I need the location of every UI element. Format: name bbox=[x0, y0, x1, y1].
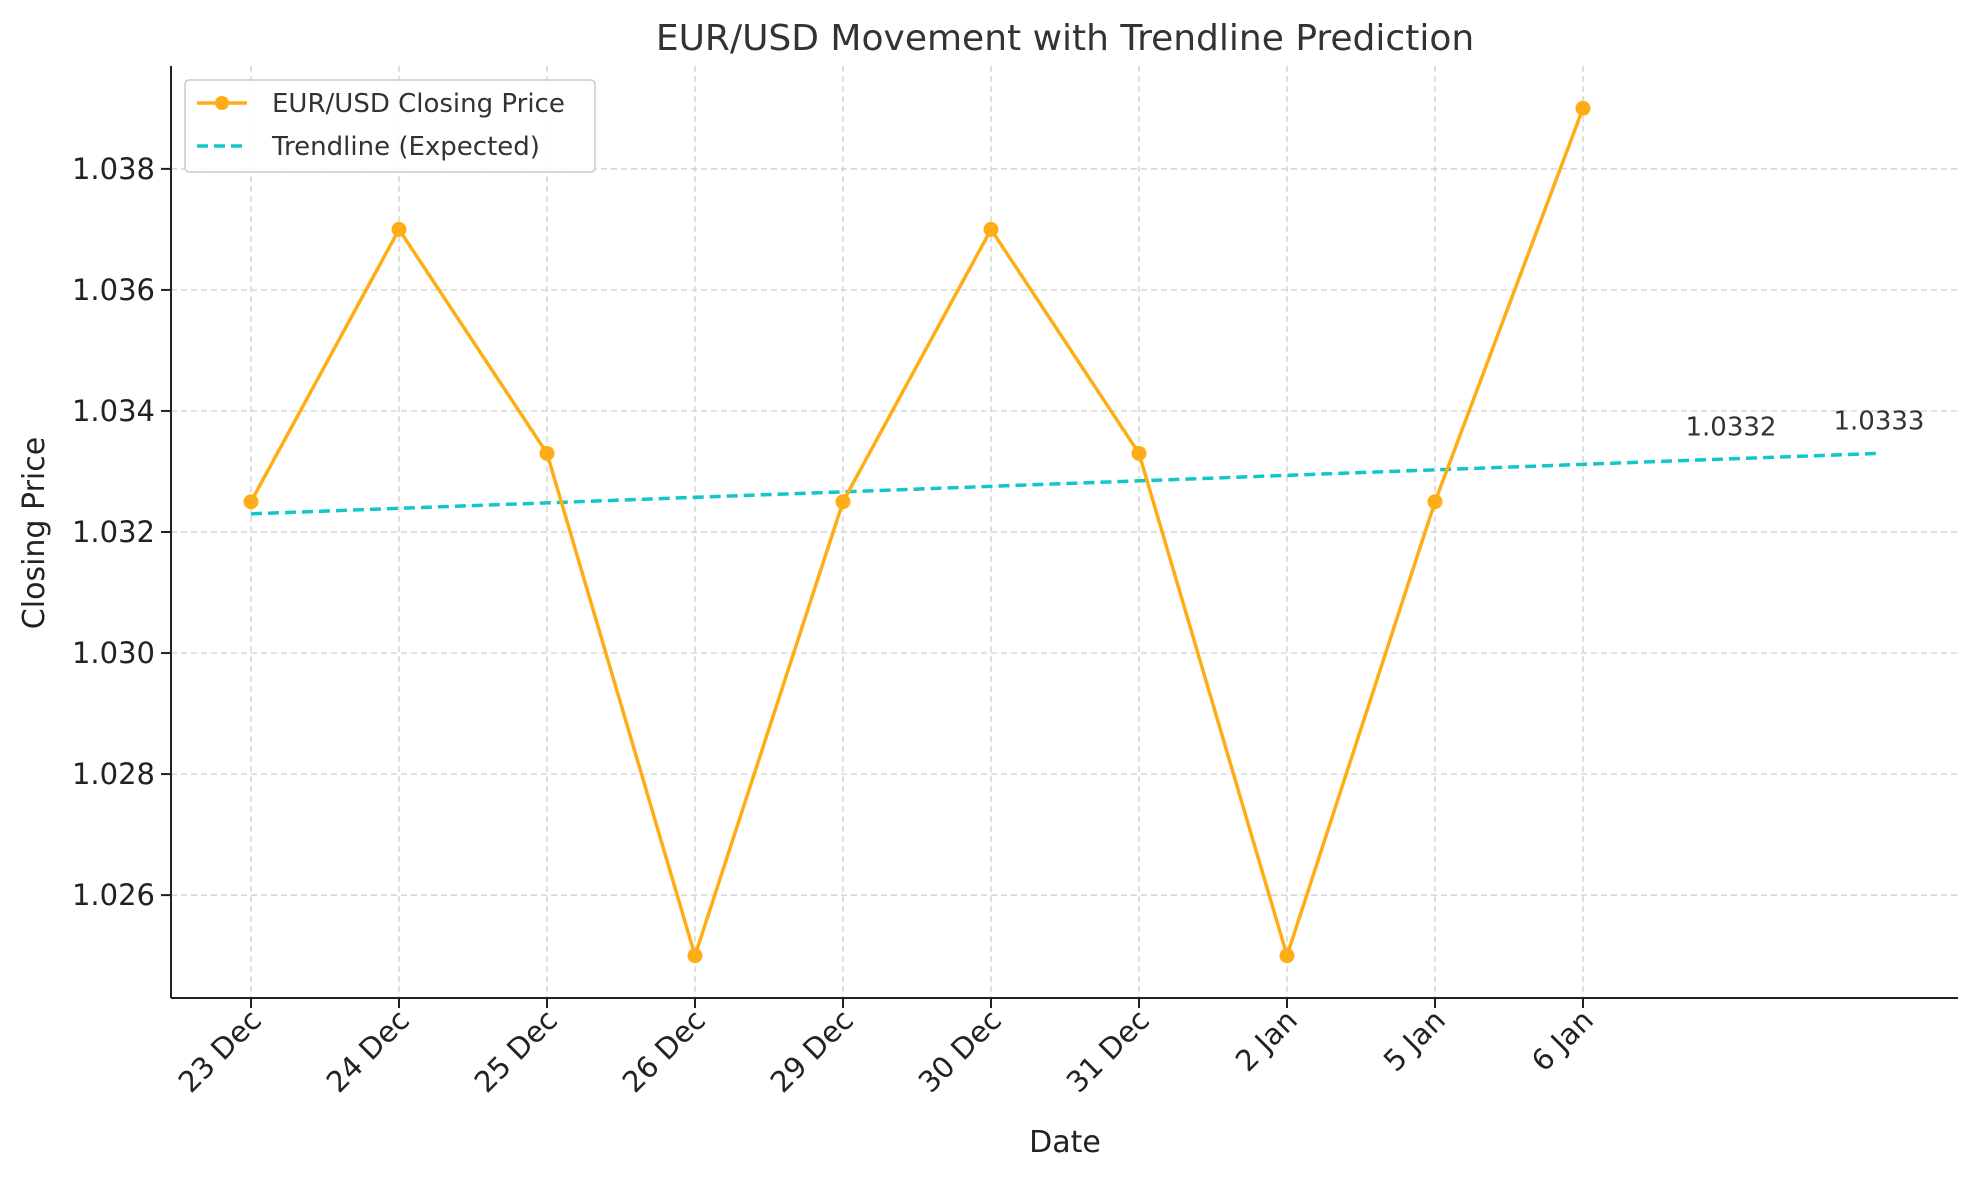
price-series-line bbox=[249, 107, 1585, 958]
y-tick-label: 1.034 bbox=[72, 394, 155, 428]
chart-title: EUR/USD Movement with Trendline Predicti… bbox=[656, 18, 1474, 59]
price-point bbox=[1575, 100, 1591, 116]
y-tick-label: 1.028 bbox=[72, 757, 155, 791]
price-series-layer bbox=[243, 100, 1591, 964]
x-tick-label: 24 Dec bbox=[320, 1003, 416, 1099]
trendline-layer bbox=[250, 451, 1880, 516]
price-point bbox=[687, 948, 703, 964]
y-tick-label: 1.038 bbox=[72, 152, 155, 186]
price-point bbox=[983, 221, 999, 237]
x-tick-label: 25 Dec bbox=[468, 1003, 564, 1099]
x-tick-label: 6 Jan bbox=[1525, 1003, 1600, 1078]
trendline bbox=[250, 451, 1880, 516]
annotation-label: 1.0332 bbox=[1686, 412, 1777, 442]
y-tick-label: 1.032 bbox=[72, 515, 155, 549]
price-point bbox=[539, 445, 555, 461]
price-point bbox=[243, 494, 259, 510]
y-ticks: 1.026 1.028 1.030 1.032 1.034 1.036 1.038 bbox=[72, 152, 171, 912]
x-axis-title: Date bbox=[1029, 1125, 1101, 1160]
y-tick-label: 1.036 bbox=[72, 273, 155, 307]
legend-price-marker bbox=[215, 96, 229, 110]
x-ticks: 23 Dec 24 Dec 25 Dec 26 Dec 29 Dec 30 Dec 31 D… bbox=[172, 998, 1600, 1099]
x-tick-label: 31 Dec bbox=[1060, 1003, 1156, 1099]
y-axis-title: Closing Price bbox=[17, 437, 52, 629]
annotation-label: 1.0333 bbox=[1834, 406, 1925, 436]
price-point bbox=[391, 221, 407, 237]
x-tick-label: 23 Dec bbox=[172, 1003, 268, 1099]
y-tick-label: 1.026 bbox=[72, 878, 155, 912]
x-tick-label: 29 Dec bbox=[764, 1003, 860, 1099]
legend-frame bbox=[184, 79, 596, 173]
x-tick-label: 30 Dec bbox=[912, 1003, 1008, 1099]
x-tick-label: 2 Jan bbox=[1229, 1003, 1304, 1078]
y-tick-label: 1.030 bbox=[72, 636, 155, 670]
legend-label-price: EUR/USD Closing Price bbox=[272, 89, 565, 119]
price-point bbox=[1279, 948, 1295, 964]
price-point bbox=[1427, 494, 1443, 510]
price-point bbox=[835, 494, 851, 510]
grid-layer bbox=[171, 66, 1958, 998]
legend-label-trend: Trendline (Expected) bbox=[271, 132, 540, 162]
legend: EUR/USD Closing Price Trendline (Expecte… bbox=[184, 79, 596, 173]
x-tick-label: 26 Dec bbox=[616, 1003, 712, 1099]
price-point bbox=[1131, 445, 1147, 461]
annotation-layer: 1.0332 1.0333 bbox=[1686, 406, 1925, 442]
x-tick-label: 5 Jan bbox=[1377, 1003, 1452, 1078]
